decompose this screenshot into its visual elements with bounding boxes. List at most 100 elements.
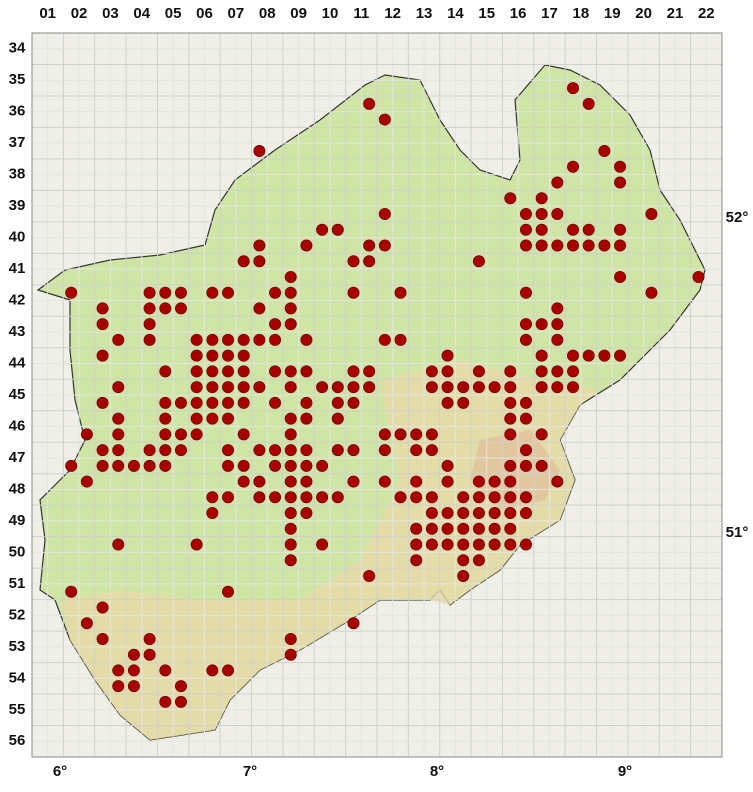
row-label: 48 bbox=[9, 480, 26, 497]
occurrence-dot bbox=[237, 333, 250, 346]
occurrence-dot bbox=[472, 522, 485, 535]
occurrence-dot bbox=[316, 381, 329, 394]
occurrence-dot bbox=[535, 239, 548, 252]
occurrence-dot bbox=[614, 223, 627, 236]
column-label: 05 bbox=[165, 5, 182, 22]
column-label: 11 bbox=[353, 5, 369, 22]
occurrence-dot bbox=[222, 396, 235, 409]
column-label: 14 bbox=[447, 5, 464, 22]
occurrence-dot bbox=[535, 381, 548, 394]
occurrence-dot bbox=[598, 239, 611, 252]
occurrence-dot bbox=[300, 365, 313, 378]
occurrence-dot bbox=[112, 428, 125, 441]
occurrence-dot bbox=[174, 286, 187, 299]
occurrence-dot bbox=[222, 491, 235, 504]
occurrence-dot bbox=[300, 444, 313, 457]
occurrence-dot bbox=[331, 491, 344, 504]
occurrence-dot bbox=[551, 302, 564, 315]
occurrence-dot bbox=[519, 507, 532, 520]
occurrence-dot bbox=[222, 585, 235, 598]
occurrence-dot bbox=[206, 333, 219, 346]
occurrences bbox=[65, 82, 705, 708]
occurrence-dot bbox=[394, 428, 407, 441]
occurrence-dot bbox=[284, 459, 297, 472]
occurrence-dot bbox=[582, 349, 595, 362]
column-label: 17 bbox=[541, 5, 558, 22]
occurrence-dot bbox=[425, 444, 438, 457]
row-label: 35 bbox=[9, 71, 26, 88]
row-label: 54 bbox=[9, 669, 26, 686]
occurrence-dot bbox=[347, 444, 360, 457]
occurrence-dot bbox=[159, 302, 172, 315]
occurrence-dot bbox=[535, 459, 548, 472]
occurrence-dot bbox=[567, 223, 580, 236]
occurrence-dot bbox=[222, 412, 235, 425]
occurrence-dot bbox=[222, 459, 235, 472]
occurrence-dot bbox=[551, 475, 564, 488]
occurrence-dot bbox=[237, 365, 250, 378]
occurrence-dot bbox=[159, 459, 172, 472]
occurrence-dot bbox=[614, 176, 627, 189]
occurrence-dot bbox=[253, 302, 266, 315]
occurrence-dot bbox=[504, 475, 517, 488]
occurrence-dot bbox=[363, 239, 376, 252]
column-label: 01 bbox=[39, 5, 56, 22]
occurrence-dot bbox=[127, 459, 140, 472]
occurrence-dot bbox=[206, 396, 219, 409]
occurrence-dot bbox=[614, 270, 627, 283]
occurrence-dot bbox=[488, 507, 501, 520]
row-label: 55 bbox=[9, 701, 26, 718]
column-label: 13 bbox=[416, 5, 433, 22]
row-label: 42 bbox=[9, 292, 26, 309]
occurrence-dot bbox=[551, 333, 564, 346]
column-label: 07 bbox=[228, 5, 245, 22]
occurrence-dot bbox=[457, 507, 470, 520]
occurrence-dot bbox=[488, 491, 501, 504]
occurrence-dot bbox=[253, 239, 266, 252]
occurrence-dot bbox=[519, 396, 532, 409]
column-label: 20 bbox=[635, 5, 652, 22]
row-label: 40 bbox=[9, 229, 26, 246]
occurrence-dot bbox=[96, 632, 109, 645]
occurrence-dot bbox=[441, 459, 454, 472]
occurrence-dot bbox=[65, 286, 78, 299]
occurrence-dot bbox=[269, 318, 282, 331]
occurrence-dot bbox=[284, 270, 297, 283]
occurrence-dot bbox=[80, 617, 93, 630]
occurrence-dot bbox=[284, 507, 297, 520]
occurrence-dot bbox=[112, 538, 125, 551]
occurrence-dot bbox=[174, 428, 187, 441]
occurrence-dot bbox=[331, 223, 344, 236]
occurrence-dot bbox=[363, 97, 376, 110]
occurrence-dot bbox=[504, 192, 517, 205]
occurrence-dot bbox=[488, 475, 501, 488]
row-label: 51 bbox=[9, 575, 26, 592]
occurrence-dot bbox=[237, 381, 250, 394]
occurrence-dot bbox=[347, 365, 360, 378]
occurrence-dot bbox=[253, 475, 266, 488]
occurrence-dot bbox=[504, 491, 517, 504]
occurrence-dot bbox=[190, 412, 203, 425]
occurrence-dot bbox=[222, 365, 235, 378]
occurrence-dot bbox=[159, 396, 172, 409]
occurrence-dot bbox=[504, 396, 517, 409]
occurrence-dot bbox=[143, 318, 156, 331]
occurrence-dot bbox=[174, 302, 187, 315]
occurrence-dot bbox=[237, 255, 250, 268]
occurrence-dot bbox=[190, 333, 203, 346]
occurrence-dot bbox=[551, 207, 564, 220]
occurrence-dot bbox=[598, 349, 611, 362]
occurrence-dot bbox=[567, 349, 580, 362]
occurrence-dot bbox=[190, 396, 203, 409]
occurrence-dot bbox=[645, 286, 658, 299]
column-label: 22 bbox=[698, 5, 715, 22]
occurrence-dot bbox=[567, 160, 580, 173]
occurrence-dot bbox=[300, 507, 313, 520]
occurrence-dot bbox=[300, 459, 313, 472]
occurrence-dot bbox=[551, 176, 564, 189]
occurrence-dot bbox=[425, 507, 438, 520]
occurrence-dot bbox=[347, 617, 360, 630]
occurrence-dot bbox=[127, 664, 140, 677]
occurrence-dot bbox=[331, 412, 344, 425]
occurrence-dot bbox=[347, 286, 360, 299]
